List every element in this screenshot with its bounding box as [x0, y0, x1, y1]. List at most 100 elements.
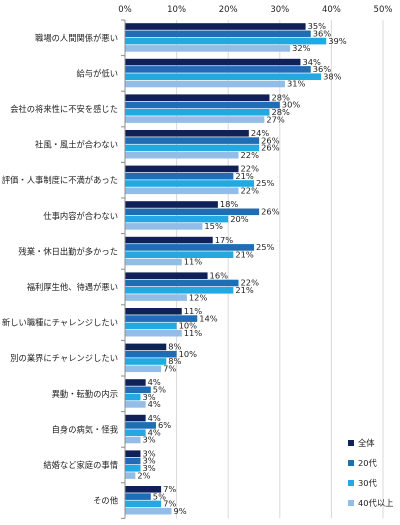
data-label: 11% — [184, 306, 203, 316]
bar — [125, 393, 141, 401]
bar — [125, 493, 151, 500]
data-label: 4% — [148, 399, 161, 409]
data-label: 22% — [241, 186, 260, 196]
legend-swatch — [348, 480, 354, 486]
axes — [121, 19, 126, 519]
bar — [125, 23, 306, 30]
bar — [125, 208, 260, 216]
data-label: 26% — [261, 135, 280, 145]
bar — [125, 457, 141, 465]
data-label: 27% — [266, 114, 285, 124]
data-label: 4% — [148, 377, 161, 387]
x-tick-label: 40% — [322, 5, 341, 15]
data-label: 21% — [235, 171, 254, 181]
data-label: 8% — [168, 342, 181, 352]
bar — [125, 343, 167, 351]
bar — [125, 201, 218, 208]
data-label: 7% — [163, 484, 176, 494]
data-label: 2% — [137, 470, 150, 480]
bar — [125, 151, 239, 159]
bar — [125, 365, 162, 373]
data-label: 26% — [261, 207, 280, 217]
data-label: 6% — [158, 420, 171, 430]
bar — [125, 401, 146, 408]
bar — [125, 436, 141, 444]
bars — [125, 23, 327, 515]
bar — [125, 287, 234, 294]
bar — [125, 315, 198, 322]
data-label: 34% — [302, 57, 321, 67]
category-labels: 職場の人間関係が悪い給与が低い会社の将来性に不安を感じた社風・風土が合わない評価… — [2, 33, 118, 506]
bar — [125, 215, 229, 223]
data-label: 17% — [215, 235, 234, 245]
bar — [125, 30, 311, 38]
data-label: 7% — [163, 364, 176, 374]
data-label: 32% — [292, 43, 311, 53]
data-label: 22% — [241, 150, 260, 160]
bar — [125, 73, 322, 80]
legend-label: 40代以上 — [358, 498, 393, 508]
bar — [125, 507, 172, 515]
x-tick-label: 0% — [118, 5, 132, 15]
bar — [125, 486, 162, 493]
x-tick-label: 30% — [270, 5, 289, 15]
category-label: 結婚など家庭の事情 — [43, 460, 118, 470]
bar — [125, 165, 239, 173]
data-label: 16% — [210, 270, 229, 280]
category-label: 別の業界にチャレンジしたい — [10, 353, 118, 363]
category-label: 仕事内容が合わない — [43, 211, 118, 221]
data-label: 3% — [142, 448, 155, 458]
bar — [125, 94, 270, 101]
legend-swatch — [348, 440, 354, 446]
data-label: 20% — [230, 214, 249, 224]
data-label: 25% — [256, 178, 275, 188]
data-label: 18% — [220, 199, 239, 209]
bar — [125, 472, 136, 479]
data-label: 25% — [256, 242, 275, 252]
category-label: 自身の病気・怪我 — [52, 424, 118, 434]
legend-label: 30代 — [358, 478, 378, 488]
category-label: 会社の将来性に不安を感じた — [10, 104, 118, 114]
data-label: 11% — [184, 328, 203, 338]
bar — [125, 236, 213, 244]
x-tick-label: 50% — [374, 5, 393, 15]
bar — [125, 45, 291, 52]
bar — [125, 358, 167, 365]
bar — [125, 66, 311, 73]
data-label: 35% — [308, 21, 327, 31]
x-axis-ticks: 0% 10% 20% 30% 40% 50% — [118, 5, 392, 15]
data-label: 8% — [168, 356, 181, 366]
bar — [125, 500, 162, 508]
bar — [125, 450, 141, 457]
data-label: 9% — [173, 506, 186, 516]
data-label: 26% — [261, 143, 280, 153]
data-label: 10% — [179, 321, 198, 331]
data-label: 39% — [328, 36, 347, 46]
bar — [125, 322, 177, 330]
data-label: 21% — [235, 249, 254, 259]
data-label: 4% — [148, 427, 161, 437]
bar — [125, 308, 182, 315]
data-labels: 35%36%39%32%34%36%38%31%28%30%28%27%24%2… — [137, 21, 346, 516]
legend: 全体 20代 30代 40代以上 — [348, 438, 393, 508]
bar — [125, 180, 254, 187]
category-label: その他 — [93, 496, 118, 506]
category-label: 福利厚生他、待遇が悪い — [27, 282, 118, 292]
category-label: 残業・休日出勤が多かった — [18, 246, 118, 256]
data-label: 11% — [184, 257, 203, 267]
bar — [125, 294, 187, 301]
data-label: 3% — [142, 392, 155, 402]
bar — [125, 414, 146, 422]
data-label: 5% — [153, 491, 166, 501]
bar — [125, 386, 151, 394]
bar — [125, 187, 239, 195]
bar — [125, 137, 260, 144]
bar — [125, 329, 182, 337]
bar — [125, 422, 156, 429]
data-label: 24% — [251, 128, 270, 138]
bar — [125, 101, 280, 109]
data-label: 21% — [235, 285, 254, 295]
data-label: 3% — [142, 456, 155, 466]
bar — [125, 244, 254, 251]
